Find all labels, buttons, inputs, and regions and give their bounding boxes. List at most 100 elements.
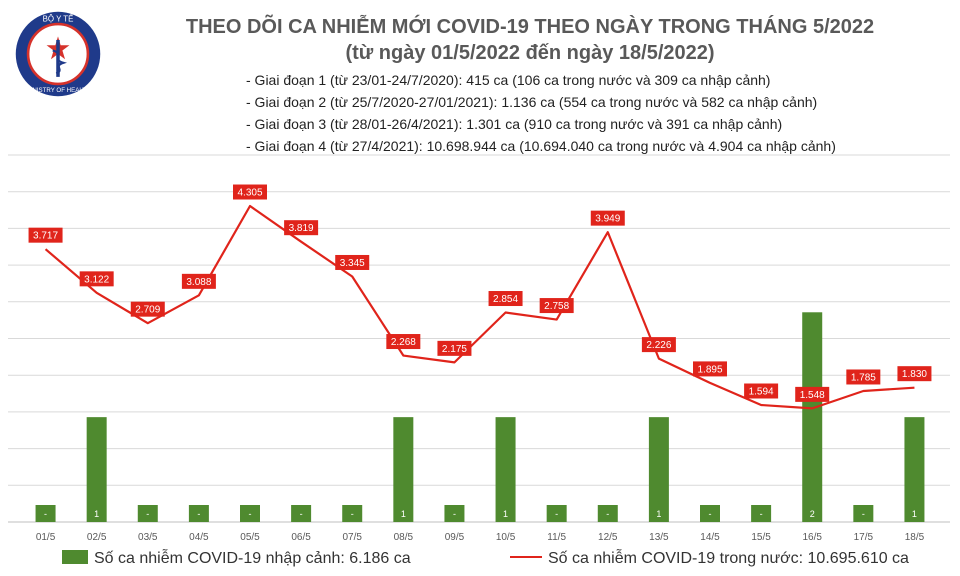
line-label-box: [539, 298, 574, 314]
bar-imported-09/5: [444, 505, 465, 522]
line-label-box: [744, 383, 779, 399]
bar-value-label: 1: [656, 509, 661, 519]
bar-value-label: -: [351, 509, 354, 519]
x-tick-label: 05/5: [240, 532, 260, 543]
line-value-label: 4.305: [237, 188, 262, 199]
bar-imported-01/5: [35, 505, 56, 522]
x-tick-label: 02/5: [87, 532, 107, 543]
x-tick-label: 15/5: [751, 532, 771, 543]
bar-value-label: 1: [912, 509, 917, 519]
legend-line-swatch: [510, 556, 542, 558]
x-tick-label: 14/5: [700, 532, 720, 543]
line-label-box: [386, 334, 421, 350]
line-value-label: 3.345: [340, 258, 365, 269]
line-label-box: [693, 361, 727, 377]
x-tick-label: 08/5: [394, 532, 414, 543]
svg-text:MINISTRY OF HEALTH: MINISTRY OF HEALTH: [26, 87, 91, 94]
ministry-of-health-logo: BỘ Y TẾ MINISTRY OF HEALTH: [15, 11, 101, 97]
legend-domestic-cases: Số ca nhiễm COVID-19 trong nước: 10.695.…: [510, 550, 909, 568]
bar-value-label: -: [44, 509, 47, 519]
x-tick-label: 10/5: [496, 532, 516, 543]
line-label-box: [897, 366, 932, 382]
line-value-label: 1.548: [800, 390, 825, 401]
legend-bar-swatch: [62, 550, 88, 564]
line-value-label: 2.709: [135, 305, 160, 316]
line-label-box: [590, 210, 625, 226]
bar-value-label: 2: [810, 509, 815, 519]
line-label-box: [641, 337, 676, 353]
x-tick-label: 03/5: [138, 532, 158, 543]
bar-value-label: -: [146, 509, 149, 519]
x-tick-label: 04/5: [189, 532, 209, 543]
line-label-box: [846, 369, 881, 385]
phase-4-note: - Giai đoạn 4 (từ 27/4/2021): 10.698.944…: [246, 138, 836, 154]
bar-value-label: 1: [94, 509, 99, 519]
line-value-label: 2.226: [646, 340, 671, 351]
bar-imported-05/5: [240, 505, 260, 522]
line-label-box: [28, 227, 63, 243]
x-tick-label: 06/5: [291, 532, 311, 543]
line-label-box: [795, 386, 830, 402]
line-label-box: [233, 184, 267, 200]
line-label-box: [79, 271, 114, 287]
bar-value-label: -: [249, 509, 252, 519]
line-value-label: 3.088: [186, 277, 211, 288]
bar-value-label: 1: [503, 509, 508, 519]
x-tick-label: 11/5: [547, 532, 566, 543]
svg-text:BỘ Y TẾ: BỘ Y TẾ: [43, 13, 74, 23]
chart-subtitle: (từ ngày 01/5/2022 đến ngày 18/5/2022): [345, 42, 715, 64]
line-value-label: 2.758: [544, 301, 569, 312]
bar-value-label: -: [760, 509, 763, 519]
bar-imported-06/5: [291, 505, 312, 522]
x-tick-label: 12/5: [598, 532, 618, 543]
line-label-box: [488, 291, 523, 307]
bar-value-label: -: [862, 509, 865, 519]
line-value-label: 1.895: [697, 364, 722, 375]
x-tick-label: 07/5: [342, 532, 362, 543]
bar-imported-10/5: [495, 417, 516, 522]
x-tick-label: 16/5: [802, 532, 822, 543]
bar-imported-11/5: [546, 505, 567, 522]
line-value-label: 2.854: [493, 294, 518, 305]
bar-imported-12/5: [597, 505, 618, 522]
x-tick-label: 18/5: [905, 532, 925, 543]
bar-value-label: -: [709, 509, 712, 519]
bar-imported-03/5: [137, 505, 158, 522]
line-domestic-cases: [44, 204, 915, 410]
x-tick-label: 01/5: [36, 532, 56, 543]
line-value-label: 1.594: [749, 387, 774, 398]
phase-1-note: - Giai đoạn 1 (từ 23/01-24/7/2020): 415 …: [246, 72, 771, 88]
bar-value-label: -: [453, 509, 456, 519]
line-value-label: 1.830: [902, 369, 927, 380]
legend-imported-cases: Số ca nhiễm COVID-19 nhập cảnh: 6.186 ca: [62, 550, 411, 568]
line-label-box: [335, 254, 370, 270]
line-label-box: [181, 273, 216, 289]
line-value-label: 3.717: [33, 231, 58, 242]
line-label-box: [437, 340, 472, 356]
line-value-label: 3.949: [595, 214, 620, 225]
legend-line-label: Số ca nhiễm COVID-19 trong nước: 10.695.…: [548, 550, 909, 567]
line-value-label: 2.268: [391, 337, 416, 348]
bar-imported-07/5: [342, 505, 363, 522]
line-label-box: [284, 220, 319, 236]
bar-value-label: -: [555, 509, 558, 519]
line-value-label: 3.819: [289, 223, 314, 234]
bar-imported-04/5: [188, 505, 209, 522]
legend-bar-label: Số ca nhiễm COVID-19 nhập cảnh: 6.186 ca: [94, 550, 411, 567]
phase-3-note: - Giai đoạn 3 (từ 28/01-26/4/2021): 1.30…: [246, 116, 783, 132]
bar-imported-16/5: [802, 312, 823, 522]
line-value-label: 3.122: [84, 274, 109, 285]
bar-value-label: -: [606, 509, 609, 519]
chart-title: THEO DÕI CA NHIỄM MỚI COVID-19 THEO NGÀY…: [185, 16, 875, 38]
bar-value-label: -: [197, 509, 200, 519]
bar-imported-18/5: [904, 417, 925, 522]
line-label-box: [130, 301, 165, 317]
bar-imported-02/5: [86, 417, 107, 522]
bar-imported-17/5: [853, 505, 874, 522]
x-tick-label: 17/5: [854, 532, 874, 543]
line-value-label: 2.175: [442, 344, 467, 355]
bar-imported-14/5: [700, 505, 720, 522]
line-value-label: 1.785: [851, 372, 876, 383]
phase-2-note: - Giai đoạn 2 (từ 25/7/2020-27/01/2021):…: [246, 94, 818, 110]
